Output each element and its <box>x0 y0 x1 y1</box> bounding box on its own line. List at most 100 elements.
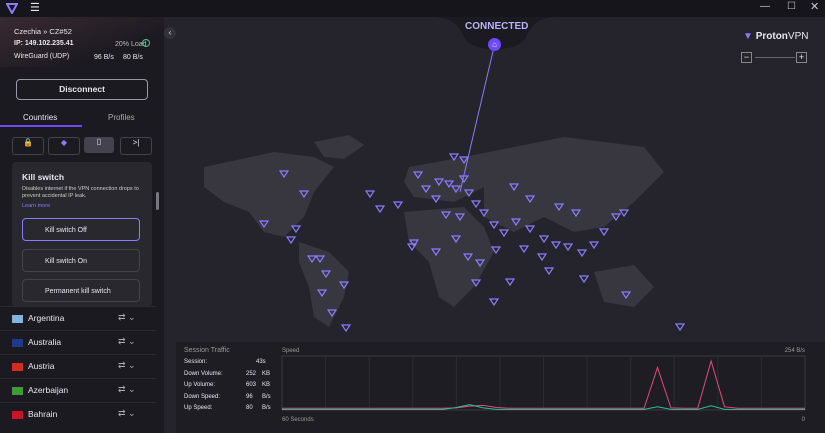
logo-suffix: VPN <box>787 31 809 42</box>
zoom-out[interactable]: − <box>741 52 752 63</box>
close[interactable]: ✕ <box>810 1 820 13</box>
server-marker <box>458 156 470 165</box>
country-row[interactable]: Australia ⇄ ⌄ <box>0 330 156 355</box>
option-permanent[interactable]: Permanent kill switch <box>22 279 140 302</box>
status-tab <box>434 17 556 49</box>
tab-indicator <box>0 125 82 127</box>
kill-switch-popup: Kill switch Disables internet if the VPN… <box>12 162 152 307</box>
learn-more[interactable]: Learn more <box>22 203 51 209</box>
server-marker <box>504 278 516 287</box>
country-name: Bahrain <box>28 409 58 419</box>
country-row[interactable]: Azerbaijan ⇄ ⌄ <box>0 378 156 403</box>
row-actions: ⇄ ⌄ <box>118 312 136 322</box>
server-marker <box>364 190 376 199</box>
stat-value: 252 <box>246 370 257 377</box>
server-marker <box>258 220 270 229</box>
server-marker <box>488 298 500 307</box>
scrollbar[interactable] <box>156 192 159 210</box>
up-rate: 80 B/s <box>123 54 143 61</box>
server-marker <box>430 195 442 204</box>
load-ring <box>142 39 150 47</box>
country-row[interactable]: Austria ⇄ ⌄ <box>0 354 156 379</box>
server-marker <box>543 267 555 276</box>
zoom-slider[interactable] <box>755 57 795 58</box>
load: 20% Load <box>115 41 147 48</box>
server-marker <box>462 253 474 262</box>
country-row[interactable]: Bahrain ⇄ ⌄ <box>0 402 156 427</box>
server-marker <box>340 324 352 333</box>
server-marker <box>374 205 386 214</box>
server-marker <box>443 180 455 189</box>
filter-netshield[interactable]: ◆ <box>48 137 80 155</box>
server-marker <box>536 253 548 262</box>
server-marker <box>524 225 536 234</box>
server-marker <box>290 225 302 234</box>
country-name: Australia <box>28 337 62 347</box>
server-marker <box>433 178 445 187</box>
server-marker <box>524 195 536 204</box>
country-name: Argentina <box>28 313 65 323</box>
option-on[interactable]: Kill switch On <box>22 249 140 272</box>
connection-line <box>459 46 495 193</box>
ip: IP: 149.102.235.41 <box>14 40 74 47</box>
zoom-in[interactable]: + <box>796 52 807 63</box>
stat-label: Session: <box>184 359 208 365</box>
app-icon <box>6 3 18 14</box>
server-marker <box>408 239 420 248</box>
home-marker[interactable]: ⌂ <box>488 38 501 51</box>
popup-title: Kill switch <box>22 172 65 182</box>
maximize[interactable]: ☐ <box>787 1 796 12</box>
server-marker <box>454 213 466 222</box>
filter-split[interactable]: >| <box>120 137 152 155</box>
disconnect-button[interactable]: Disconnect <box>16 79 148 100</box>
server-marker <box>406 243 418 252</box>
server-marker <box>314 255 326 264</box>
server-marker <box>306 255 318 264</box>
menu-button[interactable]: ☰ <box>30 2 40 14</box>
server-marker <box>588 241 600 250</box>
server-marker <box>326 309 338 318</box>
server-marker <box>450 235 462 244</box>
stat-label: Up Speed: <box>184 405 213 411</box>
collapse-button[interactable]: ‹ <box>164 27 176 39</box>
stat-label: Up Volume: <box>184 382 216 388</box>
stat-unit: B/s <box>262 405 271 411</box>
server-marker <box>412 171 424 180</box>
server-marker <box>618 209 630 218</box>
stat-label: Down Speed: <box>184 393 221 400</box>
continents <box>204 135 664 327</box>
flag <box>12 339 23 347</box>
tab-countries[interactable]: Countries <box>23 113 58 122</box>
server-marker <box>488 221 500 230</box>
filter-kill-switch[interactable]: ▯ <box>84 137 114 153</box>
server-marker <box>474 259 486 268</box>
flag <box>12 315 23 323</box>
traffic-panel <box>176 342 825 433</box>
country-row[interactable]: Argentina ⇄ ⌄ <box>0 306 156 331</box>
server-marker <box>285 236 297 245</box>
stat-value: 603 <box>246 382 257 388</box>
filter-secure-core[interactable]: 🔒 <box>12 137 44 155</box>
stat-value: 96 <box>246 393 253 400</box>
server-marker <box>578 275 590 284</box>
server-marker <box>674 323 686 332</box>
stat-value: 80 <box>246 405 253 411</box>
logo-text: Proton <box>755 31 788 42</box>
server-marker <box>598 228 610 237</box>
flag <box>12 387 23 395</box>
server-marker <box>508 183 520 192</box>
traffic-title: Session Traffic <box>184 347 230 354</box>
country-name: Azerbaijan <box>28 385 69 395</box>
row-actions: ⇄ ⌄ <box>118 336 136 346</box>
server-marker <box>576 249 588 258</box>
option-off[interactable]: Kill switch Off <box>22 218 140 241</box>
tab-profiles[interactable]: Profiles <box>108 113 135 122</box>
protocol: WireGuard (UDP) <box>14 53 70 60</box>
server-marker <box>550 241 562 250</box>
server-marker <box>450 185 462 194</box>
status: CONNECTED <box>465 21 529 32</box>
server-marker <box>463 189 475 198</box>
minimize[interactable]: — <box>760 1 770 12</box>
server-marker <box>490 246 502 255</box>
